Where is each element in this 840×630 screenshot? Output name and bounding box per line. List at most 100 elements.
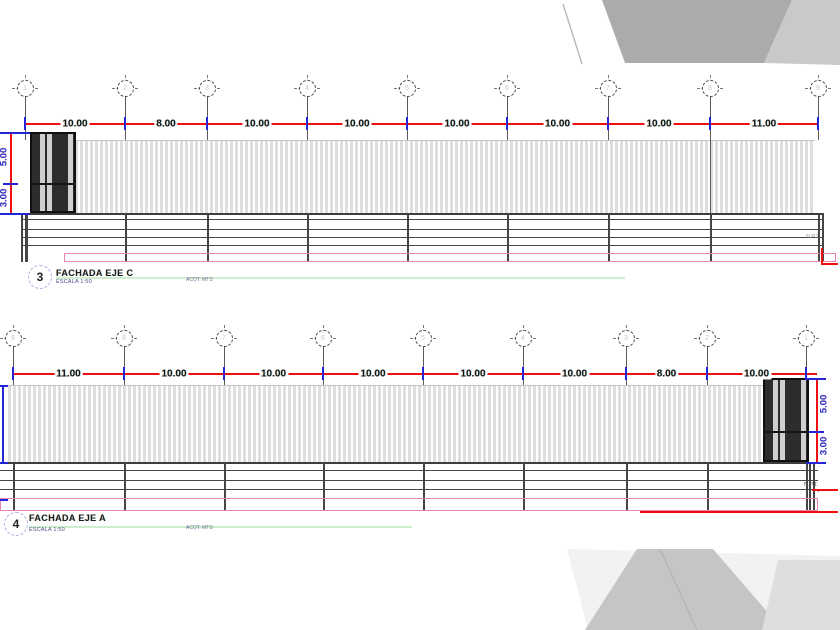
band-post <box>813 462 815 511</box>
grid-bubble: 8 <box>701 79 719 97</box>
grid-bubble: 7 <box>215 329 233 347</box>
npt-label: N.P.T. <box>804 482 819 488</box>
base-strip-fachada-eje-a <box>0 498 818 511</box>
edge-dim-tick <box>0 499 8 501</box>
dim-label: 11.00 <box>749 118 779 130</box>
grid-bubble-label: 1 <box>804 334 808 342</box>
band-rail <box>21 229 822 230</box>
gate-fachada-eje-c <box>30 132 76 213</box>
baseline-red-v <box>821 248 823 265</box>
gate-mid-rail-fachada-eje-c <box>30 182 76 186</box>
dim-tick <box>12 367 14 380</box>
title-bubble-number: 3 <box>36 270 44 284</box>
dim-label: 10.00 <box>358 368 388 380</box>
dim-tick <box>406 117 408 130</box>
grid-bubble: 9 <box>809 79 827 97</box>
band-post <box>423 462 425 511</box>
band-post <box>323 462 325 511</box>
band-rail <box>0 489 818 490</box>
band-post <box>707 462 709 511</box>
band-post <box>13 462 15 511</box>
grid-bubble: 4 <box>514 329 532 347</box>
grid-bubble: 1 <box>797 329 815 347</box>
dim-label: 8.00 <box>654 368 679 380</box>
grid-bubble-label: 7 <box>606 84 610 92</box>
band-post <box>710 213 712 262</box>
band-post <box>124 462 126 511</box>
dim-label: 10.00 <box>258 368 289 380</box>
grid-bubble: 3 <box>617 329 635 347</box>
grid-stem <box>124 347 125 385</box>
grid-bubble-label: 4 <box>521 334 525 342</box>
dim-label: 10.00 <box>242 118 272 130</box>
band-top-fachada-eje-c <box>21 213 822 215</box>
dim-label: 10.00 <box>342 118 372 130</box>
grid-bubble-label: 8 <box>708 84 712 92</box>
band-rail <box>21 245 822 246</box>
dim-tick <box>422 367 424 380</box>
drawing-title: FACHADA EJE C <box>56 268 134 278</box>
dim-label: 10.00 <box>442 118 472 130</box>
gate-fachada-eje-a <box>763 378 809 462</box>
dim-tick <box>223 367 225 380</box>
grid-bubble: 5 <box>398 79 416 97</box>
dim-label: 10.00 <box>644 118 674 130</box>
fence-fachada-eje-c <box>30 140 815 215</box>
dim-label: 10.00 <box>458 368 488 380</box>
band-post <box>207 213 209 262</box>
title-bubble: 4 <box>4 512 28 536</box>
band-rail <box>21 237 822 238</box>
dim-tick <box>306 117 308 130</box>
title-bubble: 3 <box>28 265 52 289</box>
grid-bubble-label: 8 <box>122 334 126 342</box>
drawing-annotation: ACOT: MTS <box>186 277 213 283</box>
grid-bubble-label: 6 <box>321 334 325 342</box>
grid-bubble-label: 5 <box>405 84 409 92</box>
dim-tick <box>506 117 508 130</box>
band-post <box>818 213 820 262</box>
dim-tick <box>24 117 26 130</box>
vdim-label: 5.00 <box>0 148 10 167</box>
grid-bubble: 7 <box>599 79 617 97</box>
dim-line-fachada-eje-a <box>13 373 817 375</box>
grid-bubble-label: 6 <box>505 84 509 92</box>
grid-stem <box>224 347 225 385</box>
band-post <box>523 462 525 511</box>
vdim-tick <box>0 132 30 134</box>
edge-dim-tick <box>0 385 8 387</box>
dim-label: 10.00 <box>60 118 90 130</box>
grid-bubble-label: 9 <box>816 84 820 92</box>
grid-bubble: 5 <box>414 329 432 347</box>
band-post <box>806 462 808 511</box>
dim-label: 10.00 <box>159 368 189 380</box>
grid-bubble-label: 3 <box>205 84 209 92</box>
band-post <box>21 213 23 262</box>
band-post <box>822 213 824 262</box>
baseline-red-h <box>640 511 838 513</box>
baseline-red-h <box>821 263 838 265</box>
title-underline <box>56 277 625 279</box>
grid-bubble: 6 <box>314 329 332 347</box>
dim-tick <box>123 367 125 380</box>
grid-bubble-label: 9 <box>11 334 15 342</box>
grid-bubble-label: 1 <box>23 84 27 92</box>
dim-tick <box>607 117 609 130</box>
dim-tick <box>124 117 126 130</box>
vdim-tick <box>3 182 18 185</box>
grid-stem <box>423 347 424 385</box>
band-post <box>608 213 610 262</box>
fence-fachada-eje-a <box>8 385 763 464</box>
grid-bubble-label: 2 <box>123 84 127 92</box>
dim-tick <box>322 367 324 380</box>
vdim-line-fachada-eje-c <box>10 132 12 214</box>
vdim-line-fachada-eje-a <box>816 378 818 463</box>
grid-bubble: 4 <box>298 79 316 97</box>
band-post <box>407 213 409 262</box>
grid-bubble-label: 2 <box>705 334 709 342</box>
title-underline <box>29 526 412 528</box>
band-rail <box>0 480 818 481</box>
band-post <box>125 213 127 262</box>
grid-stem <box>13 347 14 385</box>
